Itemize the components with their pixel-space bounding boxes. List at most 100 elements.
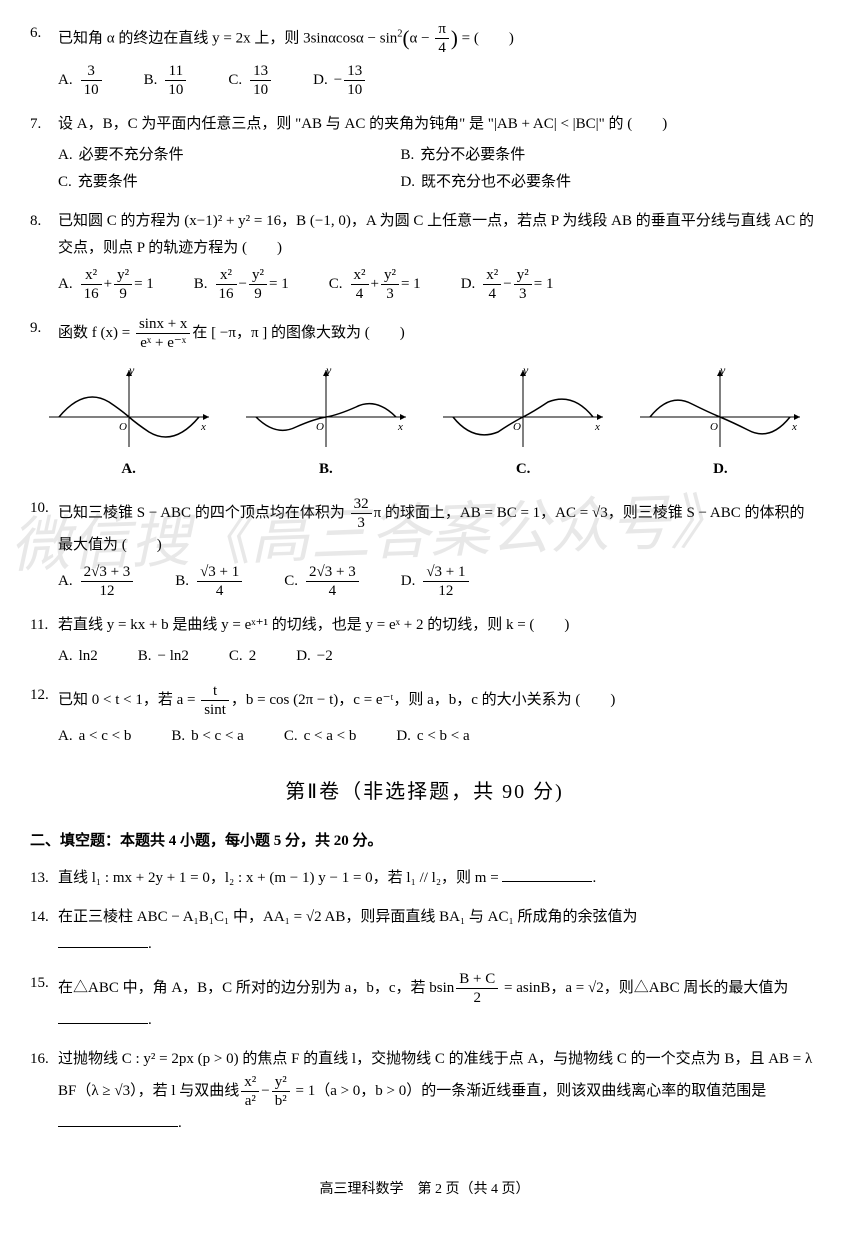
q8-option-c: C.x²4+y²3= 1 [329,266,421,303]
q12-b-text: b < c < a [191,723,244,750]
q12-option-a: A.a < c < b [58,723,131,750]
q8-number: 8. [30,208,58,235]
question-16: 16. 过抛物线 C : y² = 2px (p > 0) 的焦点 F 的直线 … [30,1046,819,1137]
q8-d-op: − [503,271,511,298]
q9-stem: 函数 f (x) = sinx + xeˣ + e⁻ˣ在 [ −π，π ] 的图… [58,315,819,352]
q11-b-text: − ln2 [158,643,189,670]
q10-stem-a: 已知三棱锥 S − ABC 的四个顶点均在体积为 [58,505,349,521]
q9-graph-a: yOx [39,362,219,452]
q6-option-c: C.1310 [228,62,273,99]
svg-text:x: x [200,421,206,433]
q8-d-rn: y² [514,266,532,285]
q11-number: 11. [30,612,58,639]
q10-b-num: √3 + 1 [197,563,242,582]
question-14: 14. 在正三棱柱 ABC − A₁B₁C₁ 中，AA₁ = √2 AB，则异面… [30,904,819,958]
q13-stem: 直线 l₁ : mx + 2y + 1 = 0，l₂ : x + (m − 1)… [58,865,819,892]
q6-d-neg: − [334,67,342,94]
q9-stem-b: 在 [ −π，π ] 的图像大致为 ( ) [192,325,404,341]
q7-option-a: A.必要不充分条件 [58,142,400,169]
q11-d-text: −2 [317,643,333,670]
q6-options: A.310 B.1110 C.1310 D.−1310 [58,62,819,99]
question-7: 7. 设 A，B，C 为平面内任意三点，则 "AB 与 AC 的夹角为钝角" 是… [30,111,819,196]
q8-a-eq: = 1 [134,271,154,298]
q8-option-d: D.x²4−y²3= 1 [461,266,554,303]
q10-fden: 3 [351,514,372,532]
q10-number: 10. [30,495,58,522]
q10-a-den: 12 [81,582,134,600]
question-6: 6. 已知角 α 的终边在直线 y = 2x 上，则 3sinαcosα − s… [30,20,819,99]
q12-stem-a: 已知 0 < t < 1，若 a = [58,692,199,708]
q6-a-label: A. [58,67,73,94]
q6-c-label: C. [228,67,242,94]
q6-number: 6. [30,20,58,47]
q13-stem-text: 直线 l₁ : mx + 2y + 1 = 0，l₂ : x + (m − 1)… [58,870,502,886]
q10-d-den: 12 [423,582,468,600]
q11-option-c: C.2 [229,643,256,670]
q12-fden: sint [201,701,229,719]
svg-text:O: O [119,421,127,433]
q12-option-d: D.c < b < a [396,723,469,750]
q7-stem: 设 A，B，C 为平面内任意三点，则 "AB 与 AC 的夹角为钝角" 是 "|… [58,111,819,138]
q7-option-c: C.充要条件 [58,169,400,196]
q6-stem-b: α − [410,30,434,46]
q8-c-rd: 3 [381,285,399,303]
q15-stem: 在△ABC 中，角 A，B，C 所对的边分别为 a，b，c，若 bsinB + … [58,970,819,1034]
q8-b-ln: x² [216,266,237,285]
q7-c-label: C. [58,169,72,196]
q13-tail: . [592,870,596,886]
q6-stem-c: = ( ) [458,30,514,46]
q6-d-num: 13 [344,62,365,81]
q10-c-label: C. [284,568,298,595]
q7-number: 7. [30,111,58,138]
q8-d-ld: 4 [483,285,501,303]
q11-stem: 若直线 y = kx + b 是曲线 y = eˣ⁺¹ 的切线，也是 y = e… [58,612,819,639]
q12-stem-b: ，b = cos (2π − t)，c = e⁻ᵗ，则 a，b，c 的大小关系为… [231,692,616,708]
q8-a-rn: y² [114,266,132,285]
q15-fden: 2 [456,989,498,1007]
q6-option-b: B.1110 [144,62,189,99]
q16-ld: a² [241,1092,259,1110]
q11-c-text: 2 [249,643,257,670]
q14-stem: 在正三棱柱 ABC − A₁B₁C₁ 中，AA₁ = √2 AB，则异面直线 B… [58,904,819,958]
q10-d-label: D. [401,568,416,595]
q16-op: − [261,1083,269,1099]
q7-option-d: D.既不充分也不必要条件 [400,169,742,196]
svg-text:x: x [594,421,600,433]
q7-option-b: B.充分不必要条件 [400,142,742,169]
q14-number: 14. [30,904,58,931]
q9-label-b: B. [236,456,416,483]
q15-fnum: B + C [456,970,498,989]
q16-stem-b: = 1（a > 0，b > 0）的一条渐近线垂直，则该双曲线离心率的取值范围是 [292,1083,767,1099]
q16-ln: x² [241,1073,259,1092]
q8-b-rn: y² [249,266,267,285]
q10-option-a: A.2√3 + 312 [58,563,135,600]
q8-c-eq: = 1 [401,271,421,298]
q8-c-ld: 4 [351,285,369,303]
q7-options: A.必要不充分条件 B.充分不必要条件 C.充要条件 D.既不充分也不必要条件 [58,142,819,196]
q7-d-label: D. [400,169,415,196]
q8-c-op: + [371,271,379,298]
q9-graph-c: yOx [433,362,613,452]
q6-frac-num: π [435,20,449,39]
q12-d-label: D. [396,723,411,750]
q10-d-num: √3 + 1 [423,563,468,582]
q12-option-b: B.b < c < a [171,723,244,750]
q11-a-text: ln2 [79,643,98,670]
q6-d-den: 10 [344,81,365,99]
page-footer: 高三理科数学 第 2 页（共 4 页） [30,1177,819,1202]
svg-text:O: O [316,421,324,433]
question-15: 15. 在△ABC 中，角 A，B，C 所对的边分别为 a，b，c，若 bsin… [30,970,819,1034]
q10-options: A.2√3 + 312 B.√3 + 14 C.2√3 + 34 D.√3 + … [58,563,819,600]
q10-a-label: A. [58,568,73,595]
q6-b-label: B. [144,67,158,94]
q12-d-text: c < b < a [417,723,470,750]
q7-d-text: 既不充分也不必要条件 [421,169,571,196]
q6-option-a: A.310 [58,62,104,99]
q12-a-text: a < c < b [79,723,132,750]
q14-blank [58,932,148,948]
q13-blank [502,866,592,882]
q12-stem: 已知 0 < t < 1，若 a = tsint，b = cos (2π − t… [58,682,819,719]
q6-stem-a: 已知角 α 的终边在直线 y = 2x 上，则 3sinαcosα − sin [58,30,397,46]
q8-b-ld: 16 [216,285,237,303]
q6-a-num: 3 [81,62,102,81]
